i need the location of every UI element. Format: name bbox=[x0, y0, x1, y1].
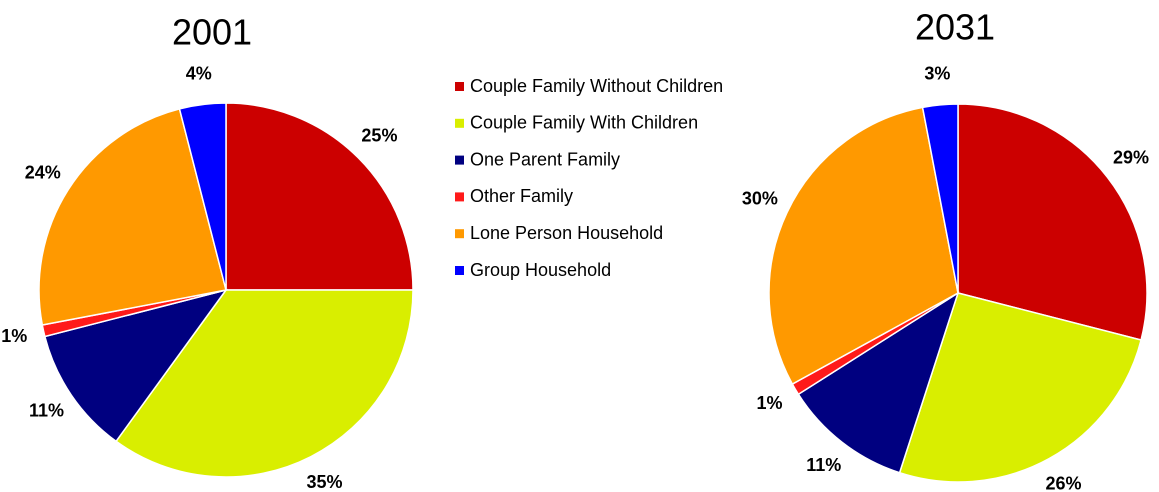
legend-label: One Parent Family bbox=[470, 149, 620, 169]
legend-marker bbox=[455, 192, 464, 202]
pie-slice bbox=[898, 292, 1142, 483]
value-label: 26% bbox=[1045, 474, 1081, 492]
value-label: 4% bbox=[186, 63, 212, 83]
pie-slice bbox=[768, 106, 959, 386]
pie-slice bbox=[957, 103, 1148, 341]
value-label: 11% bbox=[806, 455, 841, 475]
value-label: 25% bbox=[361, 125, 397, 145]
chart-title: 2001 bbox=[172, 12, 252, 53]
value-label: 35% bbox=[307, 472, 343, 492]
value-label: 11% bbox=[29, 401, 64, 421]
pie-slice bbox=[921, 103, 959, 294]
value-label: 1% bbox=[1, 326, 27, 346]
value-label: 3% bbox=[924, 64, 950, 84]
value-label: 1% bbox=[756, 393, 782, 413]
legend-marker bbox=[455, 82, 464, 91]
legend-marker bbox=[455, 155, 464, 165]
pie-slice bbox=[797, 291, 960, 474]
legend-label: Other Family bbox=[470, 186, 573, 206]
pie-slice bbox=[178, 102, 227, 291]
legend-label: Lone Person Household bbox=[470, 223, 663, 243]
value-label: 29% bbox=[1113, 148, 1149, 168]
legend-label: Couple Family With Children bbox=[470, 113, 698, 133]
legend-marker bbox=[455, 229, 464, 239]
pie-slice bbox=[43, 288, 228, 443]
value-label: 24% bbox=[25, 162, 61, 182]
pie-slice bbox=[225, 102, 414, 291]
chart-title: 2031 bbox=[915, 7, 995, 48]
legend-marker bbox=[455, 118, 464, 128]
legend-marker bbox=[455, 266, 464, 275]
legend-label: Group Household bbox=[470, 260, 611, 280]
pie-slice bbox=[38, 107, 227, 326]
pie-slice bbox=[115, 289, 414, 478]
legend-label: Couple Family Without Children bbox=[470, 76, 723, 96]
value-label: 30% bbox=[742, 189, 778, 209]
